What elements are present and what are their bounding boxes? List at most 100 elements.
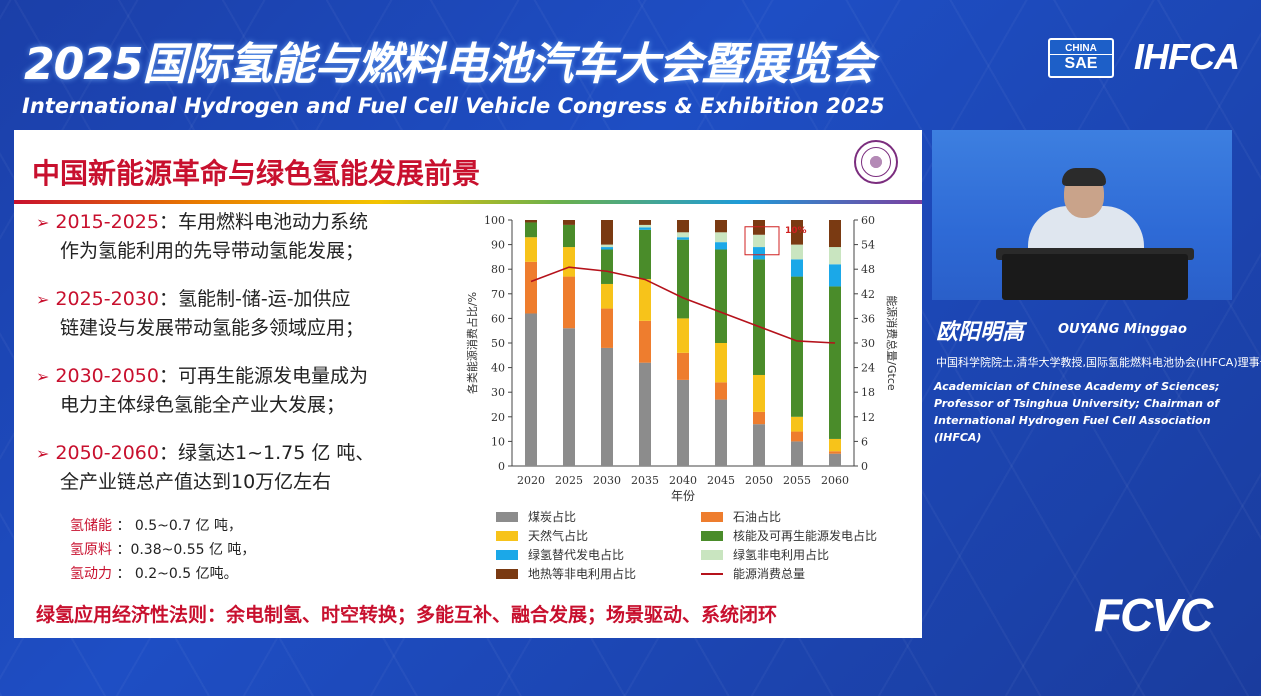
bar-segment (525, 313, 537, 466)
breakdown-key: 氢动力 (70, 566, 112, 582)
y-tick-label: 40 (491, 362, 505, 375)
bar-segment (677, 239, 689, 319)
speaker-video (932, 130, 1232, 300)
legend-item: 核能及可再生能源发电占比 (701, 527, 877, 544)
presentation-slide: 中国新能源革命与绿色氢能发展前景 ➢ 2015-2025：车用燃料电池动力系统 作… (14, 130, 922, 638)
legend-label: 绿氢替代发电占比 (528, 548, 625, 562)
x-axis-title: 年份 (671, 489, 695, 503)
y2-tick-label: 30 (861, 337, 875, 350)
bar-segment (791, 416, 803, 432)
legend-swatch (701, 572, 723, 575)
y-tick-label: 30 (491, 386, 505, 399)
bullet-text-cont: 链建设与发展带动氢能多领域应用； (60, 317, 365, 339)
legend-label: 能源消费总量 (733, 567, 806, 581)
annotation-label: 10% (785, 226, 807, 236)
legend-swatch (496, 568, 518, 579)
x-tick-label: 2035 (631, 474, 659, 487)
legend-item: 天然气占比 (496, 527, 588, 544)
bullet-year: 2050-2060 (55, 442, 159, 464)
bar-segment (715, 343, 727, 383)
arrow-bullet-icon: ➢ (36, 367, 50, 386)
bar-segment (829, 286, 841, 439)
legend-swatch (496, 530, 518, 541)
bar-segment (563, 247, 575, 277)
bar-segment (829, 453, 841, 466)
legend-item: 绿氢非电利用占比 (701, 546, 829, 563)
bar-segment (601, 308, 613, 348)
ihfca-logo: IHFCA (1134, 36, 1240, 77)
fcvc-logo: FCVC (1094, 589, 1213, 641)
legend-label: 煤炭占比 (528, 510, 577, 524)
arrow-bullet-icon: ➢ (36, 290, 50, 309)
x-tick-label: 2020 (517, 474, 545, 487)
total-consumption-line (530, 266, 836, 344)
bar-segment (753, 374, 765, 412)
y2-tick-label: 36 (861, 312, 875, 325)
bar-segment (601, 347, 613, 466)
legend-swatch (701, 511, 723, 522)
bar-segment (791, 431, 803, 442)
y2-tick-label: 48 (861, 263, 875, 276)
bar-segment (715, 249, 727, 343)
bullet-text-cont: 电力主体绿色氢能全产业大发展； (60, 394, 346, 416)
arrow-bullet-icon: ➢ (36, 444, 50, 463)
title-divider (14, 200, 922, 204)
breakdown-value: ：0.38~0.55 亿 吨， (112, 542, 256, 558)
y2-tick-label: 54 (861, 239, 875, 252)
sae-logo-bottom: SAE (1050, 54, 1112, 73)
bar-segment (525, 220, 537, 223)
y2-tick-label: 60 (861, 214, 875, 227)
bar-segment (563, 224, 575, 248)
legend-item: 能源消费总量 (701, 565, 805, 582)
y2-tick-label: 24 (861, 362, 875, 375)
bar-segment (639, 229, 651, 280)
bullet-text-cont: 全产业链总产值达到10万亿左右 (60, 471, 332, 493)
bar-segment (601, 220, 613, 245)
sae-logo-top: CHINA (1065, 43, 1097, 54)
bar-segment (829, 451, 841, 454)
bullet-text: ：氢能制-储-运-加供应 (158, 288, 351, 310)
bar-segment (715, 382, 727, 400)
speaker-title-en: Academician of Chinese Academy of Scienc… (934, 380, 1220, 444)
y-tick-label: 70 (491, 288, 505, 301)
bullet-year: 2015-2025 (55, 211, 159, 233)
podium (1002, 254, 1188, 300)
bar-segment (829, 438, 841, 452)
bar-segment (753, 259, 765, 375)
legend-swatch (496, 511, 518, 522)
bar-segment (601, 247, 613, 250)
bar-segment (677, 237, 689, 240)
hydrogen-breakdown: 氢储能 ： 0.5~0.7 亿 吨， 氢原料 ：0.38~0.55 亿 吨， 氢… (70, 514, 255, 586)
slogan: 绿氢应用经济性法则：余电制氢、时空转换；多能互补、融合发展；场景驱动、系统闭环 (36, 604, 778, 626)
bar-segment (791, 220, 803, 245)
bar-segment (639, 279, 651, 321)
legend-swatch (496, 549, 518, 560)
y2-tick-label: 12 (861, 411, 875, 424)
event-subtitle: International Hydrogen and Fuel Cell Veh… (22, 94, 885, 118)
speaker-title-cn: 中国科学院院士,清华大学教授,国际氢能燃料电池协会(IHFCA)理事长 (936, 356, 1261, 369)
y-tick-label: 100 (484, 214, 505, 227)
bar-segment (525, 222, 537, 238)
bar-segment (715, 399, 727, 466)
legend-item: 地热等非电利用占比 (496, 565, 636, 582)
energy-mix-chart: 0102030405060708090100061218243036424854… (465, 214, 899, 503)
x-tick-label: 2060 (821, 474, 849, 487)
bar-segment (639, 220, 651, 225)
x-tick-label: 2040 (669, 474, 697, 487)
bar-segment (639, 320, 651, 363)
bullet-item: ➢ 2030-2050：可再生能源发电量成为 电力主体绿色氢能全产业大发展； (36, 362, 456, 419)
x-tick-label: 2030 (593, 474, 621, 487)
x-tick-label: 2025 (555, 474, 583, 487)
x-tick-label: 2055 (783, 474, 811, 487)
legend-item: 石油占比 (701, 508, 781, 525)
x-tick-label: 2050 (745, 474, 773, 487)
legend-label: 地热等非电利用占比 (528, 567, 637, 581)
legend-swatch (701, 549, 723, 560)
bar-segment (791, 276, 803, 417)
breakdown-value: ： 0.2~0.5 亿吨。 (112, 566, 238, 582)
annotation-box (744, 226, 780, 256)
speaker-name-en: OUYANG Minggao (1058, 322, 1187, 337)
bullet-item: ➢ 2050-2060：绿氢达1~1.75 亿 吨、 全产业链总产值达到10万亿左… (36, 439, 456, 496)
bar-segment (601, 249, 613, 284)
bar-segment (677, 352, 689, 380)
